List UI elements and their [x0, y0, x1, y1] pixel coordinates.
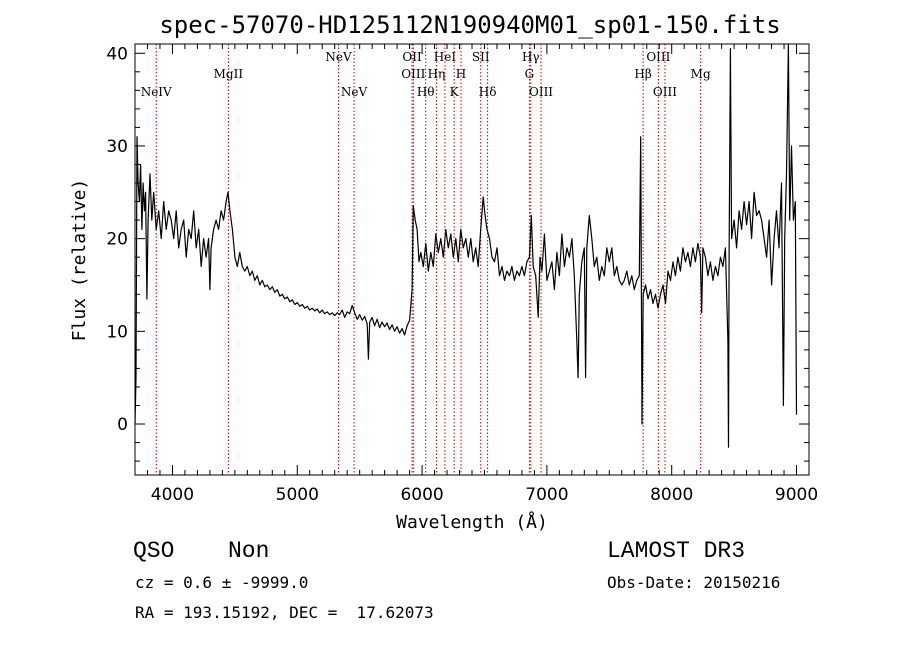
line-label: Hγ — [522, 50, 540, 64]
survey-name: LAMOST DR3 — [607, 538, 746, 564]
redshift-cz: cz = 0.6 ± -9999.0 — [135, 573, 309, 592]
x-tick-label: 4000 — [151, 485, 194, 505]
y-tick-label: 40 — [106, 44, 128, 64]
line-label: OIII — [653, 85, 677, 99]
emission-lines: NeIV MgII NeV NeV OII OIII Hθ Hη HeI KH SII Hδ G Hγ OI… — [141, 44, 711, 475]
line-label: Hθ — [417, 85, 435, 99]
obs-date: Obs-Date: 20150216 — [607, 573, 781, 592]
x-tick-label: 9000 — [775, 485, 818, 505]
spectrum-series — [134, 43, 798, 448]
axes: 4000 5000 6000 7000 8000 9000 0 10 20 30 40 — [106, 44, 818, 505]
object-class: QSO — [133, 538, 175, 564]
line-label: Hβ — [634, 67, 651, 81]
x-tick-label: 8000 — [650, 485, 693, 505]
ra-dec: RA = 193.15192, DEC = 17.62073 — [135, 603, 434, 622]
y-tick-label: 20 — [106, 230, 128, 250]
line-label: K — [450, 85, 460, 99]
line-label: NeV — [325, 50, 352, 64]
line-label: OIII — [401, 67, 425, 81]
line-label: HeI — [434, 50, 457, 64]
y-tick-label: 10 — [106, 322, 128, 342]
line-label: NeIV — [141, 85, 172, 99]
line-label: Hδ — [479, 85, 497, 99]
line-label: NeV — [341, 85, 368, 99]
y-axis-label: Flux (relative) — [69, 179, 90, 342]
line-label: Hη — [428, 67, 446, 81]
x-tick-label: 7000 — [525, 485, 568, 505]
x-tick-label: 6000 — [400, 485, 443, 505]
y-tick-label: 30 — [106, 137, 128, 157]
line-label: OIII — [529, 85, 553, 99]
line-label: OIII — [646, 50, 670, 64]
line-label: MgII — [214, 67, 244, 81]
x-tick-label: 5000 — [276, 485, 319, 505]
spectrum-line — [134, 43, 798, 448]
y-tick-label: 0 — [117, 415, 128, 435]
line-label: Mg — [691, 67, 711, 81]
x-axis-label: Wavelength (Å) — [396, 511, 548, 533]
line-label: OII — [402, 50, 422, 64]
chart-title: spec-57070-HD125112N190940M01_sp01-150.f… — [159, 11, 780, 39]
line-label: H — [456, 67, 466, 81]
line-label: G — [525, 67, 535, 81]
object-subclass: Non — [228, 538, 270, 564]
line-label: SII — [472, 50, 490, 64]
